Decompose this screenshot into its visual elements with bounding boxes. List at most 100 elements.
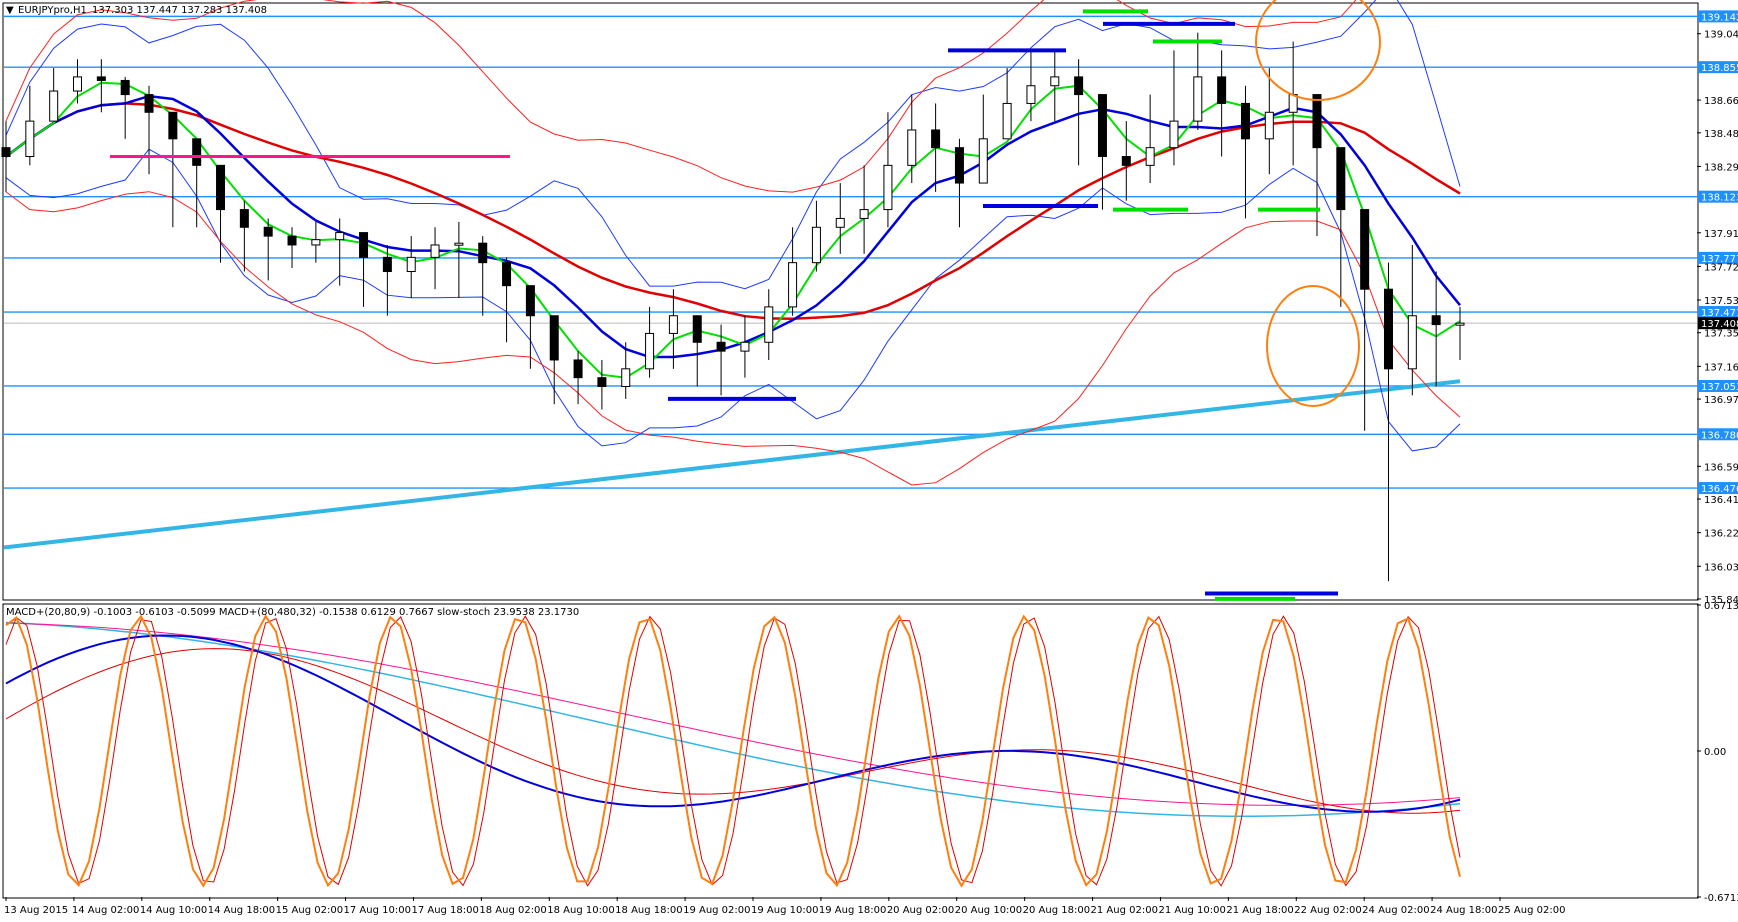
price-tick-label-14: 135.849 — [1704, 595, 1738, 606]
candle-body-26 — [621, 368, 631, 388]
candle-body-13 — [311, 239, 321, 246]
candle-body-2 — [49, 90, 59, 122]
time-tick-label-21: 24 Aug 18:00 — [1430, 905, 1497, 916]
candle-body-27 — [645, 332, 655, 370]
ind-tick-label-1: 0.00 — [1704, 747, 1726, 758]
candle-body-53 — [1264, 111, 1274, 140]
candle-body-24 — [573, 359, 583, 379]
candle-body-45 — [1074, 76, 1084, 96]
price-tick-label-2: 138.484 — [1704, 129, 1738, 140]
candle-body-58 — [1383, 288, 1393, 370]
time-tick-label-2: 14 Aug 10:00 — [140, 905, 207, 916]
candle-body-44 — [1050, 76, 1060, 87]
time-tick-label-15: 20 Aug 18:00 — [1023, 905, 1090, 916]
candle-body-5 — [120, 79, 130, 96]
candle-body-29 — [692, 315, 702, 343]
band-blue-lower — [5, 148, 1461, 452]
band-red-lower — [5, 191, 1461, 486]
header-arrow-icon[interactable]: ▼ — [6, 5, 14, 16]
candle-body-0 — [1, 147, 11, 158]
candle-body-30 — [716, 341, 726, 352]
ma-mid-blue — [5, 94, 1461, 359]
level-label-bg-2 — [1698, 190, 1738, 203]
level-label-4: 137.471 — [1701, 308, 1738, 319]
candle-body-10 — [239, 209, 249, 228]
level-label-bg-1 — [1698, 61, 1738, 74]
candle-body-19 — [454, 242, 464, 246]
candle-body-46 — [1097, 94, 1107, 158]
candle-body-36 — [859, 209, 869, 219]
candle-body-12 — [287, 235, 297, 246]
price-tick-label-7: 137.354 — [1704, 329, 1738, 340]
level-label-2: 138.123 — [1701, 193, 1738, 204]
price-tick-label-12: 136.224 — [1704, 529, 1738, 540]
ellipse-bottom — [1266, 285, 1360, 407]
level-label-bg-5 — [1698, 379, 1738, 392]
time-axis: 13 Aug 2015 14 Aug 02:00 14 Aug 10:00 14 Au… — [4, 897, 1565, 916]
time-tick-label-5: 17 Aug 10:00 — [344, 905, 411, 916]
candle-body-8 — [192, 138, 202, 166]
price-tick-label-1: 138.669 — [1704, 96, 1738, 107]
header: ▼ EURJPYpro,H1 137.303 137.447 137.283 1… — [6, 5, 267, 16]
time-tick-label-9: 18 Aug 18:00 — [615, 905, 682, 916]
level-label-bg-4 — [1698, 306, 1738, 319]
candle-body-61 — [1455, 322, 1465, 326]
time-tick-label-19: 22 Aug 02:00 — [1294, 905, 1361, 916]
price-tick-label-0: 139.044 — [1704, 30, 1738, 41]
price-tick-label-13: 136.034 — [1704, 562, 1738, 573]
candle-body-4 — [96, 76, 106, 81]
candles — [1, 32, 1465, 582]
price-tick-label-6: 137.539 — [1704, 296, 1738, 307]
time-tick-label-14: 20 Aug 10:00 — [955, 905, 1022, 916]
candle-body-43 — [1026, 85, 1036, 104]
trend-line — [3, 379, 1461, 550]
candle-body-59 — [1407, 315, 1417, 370]
candle-body-34 — [811, 226, 821, 264]
candle-body-1 — [25, 120, 35, 158]
candle-body-40 — [954, 147, 964, 184]
time-tick-label-16: 21 Aug 02:00 — [1091, 905, 1158, 916]
ohlc-values: 137.303 137.447 137.283 137.408 — [92, 5, 267, 16]
stoch-main — [5, 614, 1461, 888]
time-tick-label-8: 18 Aug 10:00 — [547, 905, 614, 916]
support-resistance-segments — [110, 9, 1338, 601]
main-panel-frame — [2, 2, 1699, 601]
candle-body-41 — [978, 138, 988, 184]
level-label-7: 136.476 — [1701, 484, 1738, 495]
candle-body-39 — [931, 129, 941, 149]
candle-body-20 — [478, 242, 488, 264]
ma-slow-red — [5, 102, 1461, 320]
level-label-bg-6 — [1698, 428, 1738, 441]
time-tick-label-11: 19 Aug 10:00 — [751, 905, 818, 916]
time-tick-label-4: 15 Aug 02:00 — [276, 905, 343, 916]
candle-body-51 — [1217, 76, 1227, 104]
candle-body-7 — [168, 111, 178, 140]
level-label-3: 137.777 — [1701, 254, 1738, 265]
candle-body-56 — [1336, 147, 1346, 211]
macd-slow-signal — [5, 622, 1461, 806]
candle-body-55 — [1312, 94, 1322, 149]
candle-body-28 — [668, 315, 678, 334]
candle-body-32 — [764, 306, 774, 343]
price-tick-label-9: 136.979 — [1704, 395, 1738, 406]
candle-body-35 — [835, 217, 845, 228]
candle-body-22 — [525, 285, 535, 317]
ind-tick-label-2: -0.6713 — [1704, 893, 1738, 904]
price-tick-label-3: 138.294 — [1704, 162, 1738, 173]
candle-body-18 — [430, 244, 440, 258]
price-tick-label-8: 137.164 — [1704, 362, 1738, 373]
candle-body-25 — [597, 377, 607, 388]
candle-body-3 — [73, 76, 83, 92]
candle-body-11 — [263, 226, 273, 237]
candle-body-48 — [1145, 147, 1155, 166]
highlight-ellipses — [1255, 0, 1381, 407]
level-label-bg-0 — [1698, 10, 1738, 23]
bollinger-bands — [5, 0, 1461, 486]
candle-body-16 — [382, 256, 392, 273]
candle-body-31 — [740, 341, 750, 352]
price-tick-label-5: 137.729 — [1704, 262, 1738, 273]
symbol-label: EURJPYpro,H1 — [18, 5, 87, 16]
time-tick-label-18: 21 Aug 18:00 — [1226, 905, 1293, 916]
candle-body-14 — [335, 232, 345, 241]
